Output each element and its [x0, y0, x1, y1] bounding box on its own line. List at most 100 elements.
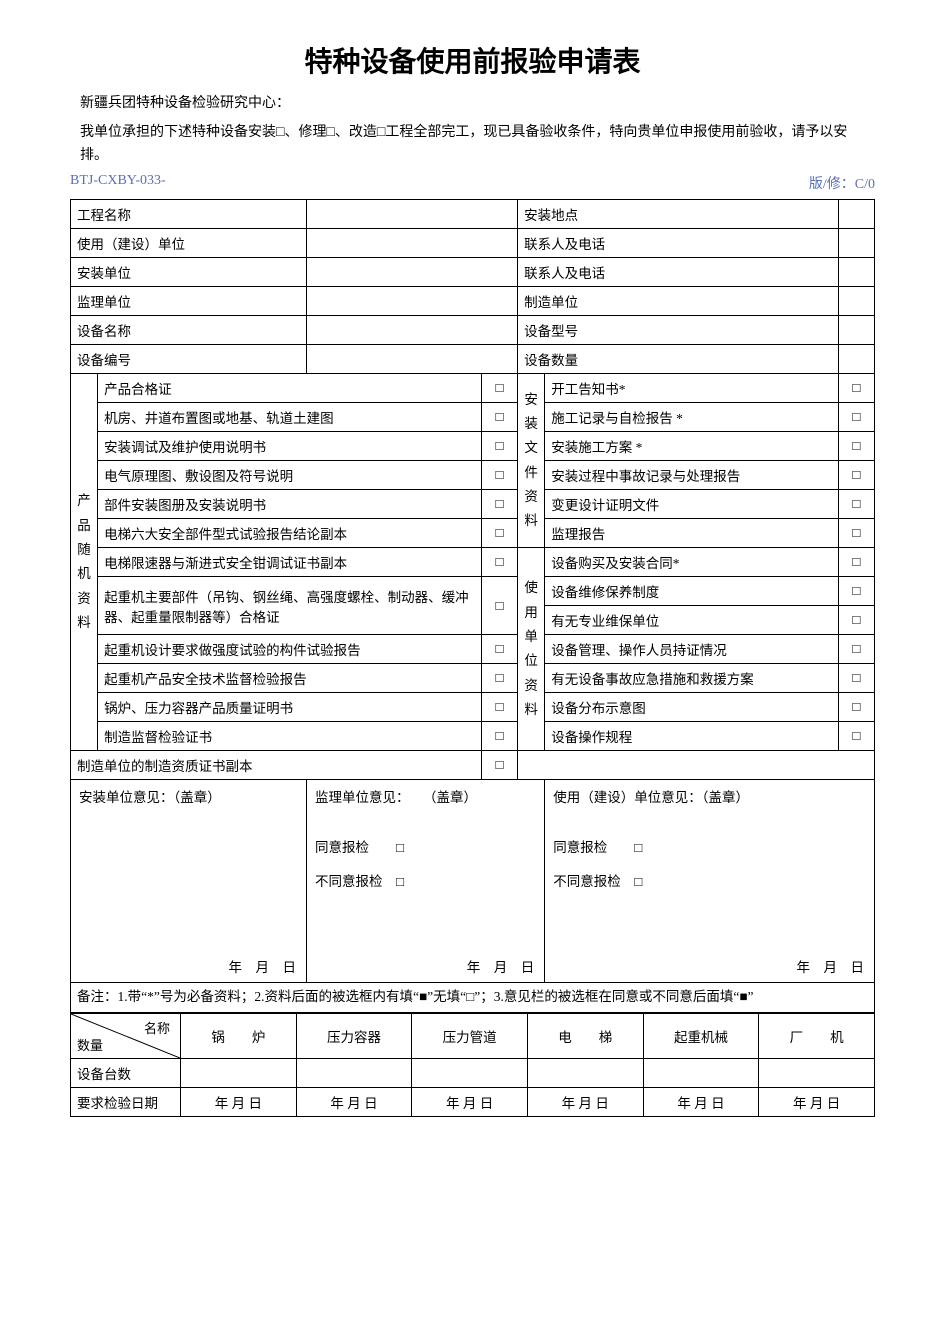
left-check-5[interactable]: □ — [482, 490, 518, 519]
qty-crane[interactable] — [643, 1059, 759, 1088]
right-check-10[interactable]: □ — [838, 635, 874, 664]
qty-vessel[interactable] — [296, 1059, 412, 1088]
main-form-table: 工程名称 安装地点 使用（建设）单位 联系人及电话 安装单位 联系人及电话 监理… — [70, 199, 875, 1013]
input-equip-model[interactable] — [838, 316, 874, 345]
input-project-name[interactable] — [306, 200, 517, 229]
date-pipe[interactable]: 年 月 日 — [412, 1088, 528, 1117]
doc-id: BTJ-CXBY-033- — [70, 173, 166, 193]
date-elevator[interactable]: 年 月 日 — [527, 1088, 643, 1117]
right-check-3[interactable]: □ — [838, 432, 874, 461]
diag-qty: 数量 — [77, 1035, 103, 1054]
right-item-9: 有无专业维保单位 — [545, 606, 839, 635]
label-install-unit: 安装单位 — [71, 258, 307, 287]
intro-line-1: 新疆兵团特种设备检验研究中心： — [80, 92, 875, 115]
right-check-1[interactable]: □ — [838, 374, 874, 403]
right-check-5[interactable]: □ — [838, 490, 874, 519]
left-check-3[interactable]: □ — [482, 432, 518, 461]
left-item-3: 安装调试及维护使用说明书 — [98, 432, 482, 461]
left-item-6: 电梯六大安全部件型式试验报告结论副本 — [98, 519, 482, 548]
opinion-install-title: 安装单位意见：（盖章） — [79, 786, 298, 806]
right-item-4: 安装过程中事故记录与处理报告 — [545, 461, 839, 490]
qty-boiler[interactable] — [181, 1059, 297, 1088]
input-equip-qty[interactable] — [838, 345, 874, 374]
date-vessel[interactable]: 年 月 日 — [296, 1088, 412, 1117]
opinion-user-agree[interactable]: 同意报检 □ — [553, 836, 866, 856]
doc-rev: 版/修：C/0 — [809, 173, 875, 193]
input-install-loc[interactable] — [838, 200, 874, 229]
opinion-supervise[interactable]: 监理单位意见： （盖章） 同意报检 □ 不同意报检 □ 年 月 日 — [306, 780, 544, 983]
label-equip-model: 设备型号 — [518, 316, 839, 345]
left-check-11[interactable]: □ — [482, 693, 518, 722]
left-check-2[interactable]: □ — [482, 403, 518, 432]
right-check-7[interactable]: □ — [838, 548, 874, 577]
left-check-1[interactable]: □ — [482, 374, 518, 403]
right-item-10: 设备管理、操作人员持证情况 — [545, 635, 839, 664]
left-item-12: 制造监督检验证书 — [98, 722, 482, 751]
right-check-12[interactable]: □ — [838, 693, 874, 722]
group-left: 产品随机资料 — [71, 374, 98, 751]
opinion-supervise-disagree[interactable]: 不同意报检 □ — [315, 870, 536, 890]
right-item-2: 施工记录与自检报告 * — [545, 403, 839, 432]
left-item-7: 电梯限速器与渐进式安全钳调试证书副本 — [98, 548, 482, 577]
left-check-6[interactable]: □ — [482, 519, 518, 548]
left-item-11: 锅炉、压力容器产品质量证明书 — [98, 693, 482, 722]
opinion-install[interactable]: 安装单位意见：（盖章） 年 月 日 — [71, 780, 307, 983]
opinion-user[interactable]: 使用（建设）单位意见：（盖章） 同意报检 □ 不同意报检 □ 年 月 日 — [545, 780, 875, 983]
group-mid-1: 安装文件资料 — [518, 374, 545, 548]
left-check-7[interactable]: □ — [482, 548, 518, 577]
qty-pipe[interactable] — [412, 1059, 528, 1088]
left-check-9[interactable]: □ — [482, 635, 518, 664]
label-contact-2: 联系人及电话 — [518, 258, 839, 287]
col-elevator: 电 梯 — [527, 1014, 643, 1059]
col-boiler: 锅 炉 — [181, 1014, 297, 1059]
right-check-9[interactable]: □ — [838, 606, 874, 635]
right-check-11[interactable]: □ — [838, 664, 874, 693]
right-item-13: 设备操作规程 — [545, 722, 839, 751]
input-install-unit[interactable] — [306, 258, 517, 287]
qty-plant[interactable] — [759, 1059, 875, 1088]
right-check-2[interactable]: □ — [838, 403, 874, 432]
date-plant[interactable]: 年 月 日 — [759, 1088, 875, 1117]
left-item-5: 部件安装图册及安装说明书 — [98, 490, 482, 519]
input-mfg-unit[interactable] — [838, 287, 874, 316]
right-item-7: 设备购买及安装合同* — [545, 548, 839, 577]
label-install-loc: 安装地点 — [518, 200, 839, 229]
input-contact-2[interactable] — [838, 258, 874, 287]
left-item-1: 产品合格证 — [98, 374, 482, 403]
input-supervise-unit[interactable] — [306, 287, 517, 316]
diag-header: 名称 数量 — [71, 1014, 181, 1059]
row-qty-label: 设备台数 — [71, 1059, 181, 1088]
right-check-13[interactable]: □ — [838, 722, 874, 751]
date-crane[interactable]: 年 月 日 — [643, 1088, 759, 1117]
input-equip-no[interactable] — [306, 345, 517, 374]
left-item-9: 起重机设计要求做强度试验的构件试验报告 — [98, 635, 482, 664]
left-check-13[interactable]: □ — [482, 751, 518, 780]
label-equip-no: 设备编号 — [71, 345, 307, 374]
left-item-2: 机房、井道布置图或地基、轨道土建图 — [98, 403, 482, 432]
right-check-8[interactable]: □ — [838, 577, 874, 606]
left-check-12[interactable]: □ — [482, 722, 518, 751]
opinion-user-disagree[interactable]: 不同意报检 □ — [553, 870, 866, 890]
left-check-4[interactable]: □ — [482, 461, 518, 490]
right-check-4[interactable]: □ — [838, 461, 874, 490]
opinion-supervise-agree[interactable]: 同意报检 □ — [315, 836, 536, 856]
qty-elevator[interactable] — [527, 1059, 643, 1088]
right-item-5: 变更设计证明文件 — [545, 490, 839, 519]
left-check-8[interactable]: □ — [482, 577, 518, 635]
opinion-supervise-title: 监理单位意见： （盖章） — [315, 786, 536, 806]
date-boiler[interactable]: 年 月 日 — [181, 1088, 297, 1117]
left-item-10: 起重机产品安全技术监督检验报告 — [98, 664, 482, 693]
opinion-user-title: 使用（建设）单位意见：（盖章） — [553, 786, 866, 806]
label-supervise-unit: 监理单位 — [71, 287, 307, 316]
group-mid-2: 使用单位资料 — [518, 548, 545, 751]
opinion-supervise-date: 年 月 日 — [467, 956, 535, 976]
input-equip-name[interactable] — [306, 316, 517, 345]
input-use-unit[interactable] — [306, 229, 517, 258]
left-check-10[interactable]: □ — [482, 664, 518, 693]
col-crane: 起重机械 — [643, 1014, 759, 1059]
right-check-6[interactable]: □ — [838, 519, 874, 548]
input-contact-1[interactable] — [838, 229, 874, 258]
col-pipe: 压力管道 — [412, 1014, 528, 1059]
label-mfg-unit: 制造单位 — [518, 287, 839, 316]
col-vessel: 压力容器 — [296, 1014, 412, 1059]
